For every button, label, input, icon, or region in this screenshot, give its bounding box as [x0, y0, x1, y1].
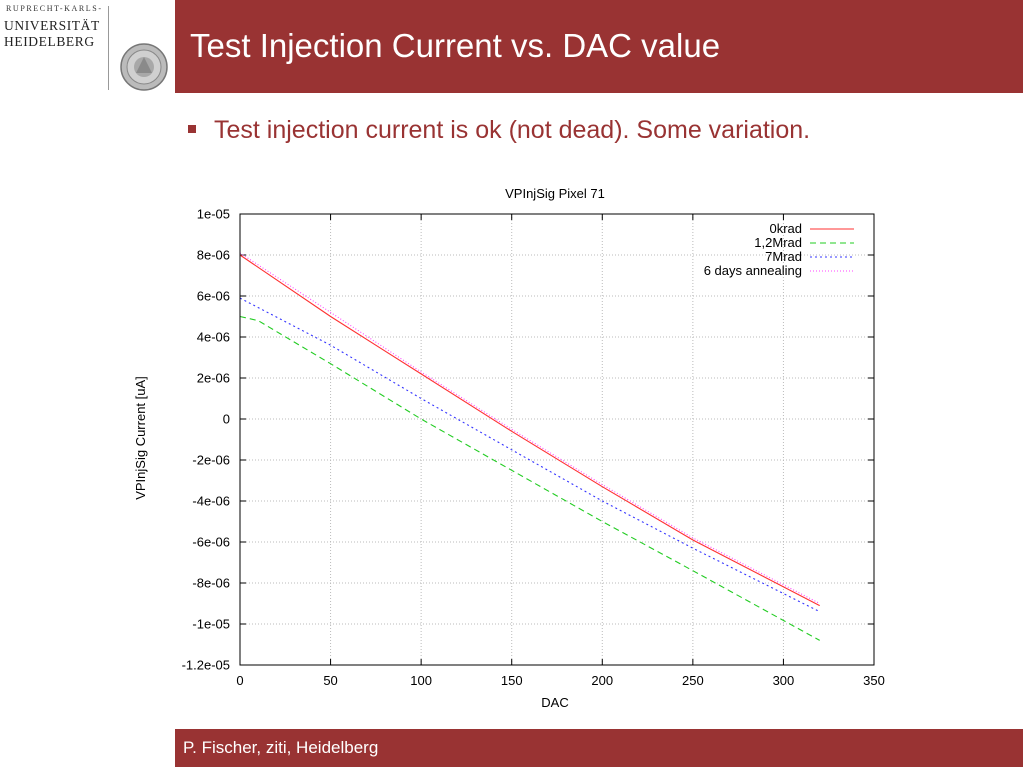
- y-tick-label: 4e-06: [197, 330, 230, 345]
- university-logo: RUPRECHT-KARLS- UNIVERSITÄT HEIDELBERG: [0, 0, 175, 93]
- series-line: [239, 254, 820, 607]
- x-tick-label: 0: [236, 673, 243, 688]
- legend-label: 1,2Mrad: [754, 235, 802, 250]
- chart-title: VPInjSig Pixel 71: [505, 186, 605, 201]
- x-tick-label: 250: [682, 673, 704, 688]
- y-tick-label: 0: [223, 412, 230, 427]
- y-tick-label: -2e-06: [192, 453, 230, 468]
- chart-x-axis-label: DAC: [541, 695, 568, 710]
- chart-y-axis-label: VPInjSig Current [uA]: [133, 376, 148, 500]
- footer-bar: [175, 729, 1023, 767]
- logo-divider: [108, 6, 109, 90]
- x-tick-label: 300: [773, 673, 795, 688]
- logo-text-line-2: HEIDELBERG: [4, 34, 95, 49]
- legend-label: 6 days annealing: [704, 263, 802, 278]
- x-tick-label: 350: [863, 673, 885, 688]
- bullet-text: Test injection current is ok (not dead).…: [214, 116, 811, 144]
- chart-ticks: 0 50 100 150 200 250 300 350 1e-05 8e-06 6e-06 4e-0…: [182, 207, 885, 689]
- series-line: [239, 252, 820, 604]
- x-tick-label: 150: [501, 673, 523, 688]
- x-tick-label: 200: [591, 673, 613, 688]
- y-tick-label: 6e-06: [197, 289, 230, 304]
- logo-text-name: UNIVERSITÄT HEIDELBERG: [4, 18, 100, 50]
- header-bar: [175, 0, 1023, 93]
- chart-grid: [240, 214, 874, 665]
- y-tick-label: 2e-06: [197, 371, 230, 386]
- chart-series: [239, 252, 820, 641]
- square-bullet-icon: [188, 125, 196, 133]
- series-line: [239, 315, 820, 641]
- logo-text-line-1: UNIVERSITÄT: [4, 18, 100, 33]
- footer-text: P. Fischer, ziti, Heidelberg: [183, 738, 379, 757]
- line-chart: VPInjSig Pixel 71 DAC VPInjSig Current […: [133, 186, 885, 710]
- y-tick-label: -6e-06: [192, 535, 230, 550]
- seal-icon: [120, 43, 168, 91]
- legend-label: 0krad: [769, 221, 802, 236]
- page-title: Test Injection Current vs. DAC value: [190, 27, 721, 64]
- y-tick-label: -1e-05: [192, 617, 230, 632]
- x-tick-label: 100: [410, 673, 432, 688]
- y-tick-label: 8e-06: [197, 248, 230, 263]
- logo-text-top: RUPRECHT-KARLS-: [6, 4, 103, 13]
- y-tick-label: -4e-06: [192, 494, 230, 509]
- y-tick-label: -1.2e-05: [182, 658, 230, 673]
- y-tick-label: -8e-06: [192, 576, 230, 591]
- x-tick-label: 50: [323, 673, 337, 688]
- plot-frame: [239, 213, 875, 666]
- legend-label: 7Mrad: [765, 249, 802, 264]
- y-tick-label: 1e-05: [197, 207, 230, 222]
- series-line: [239, 297, 820, 613]
